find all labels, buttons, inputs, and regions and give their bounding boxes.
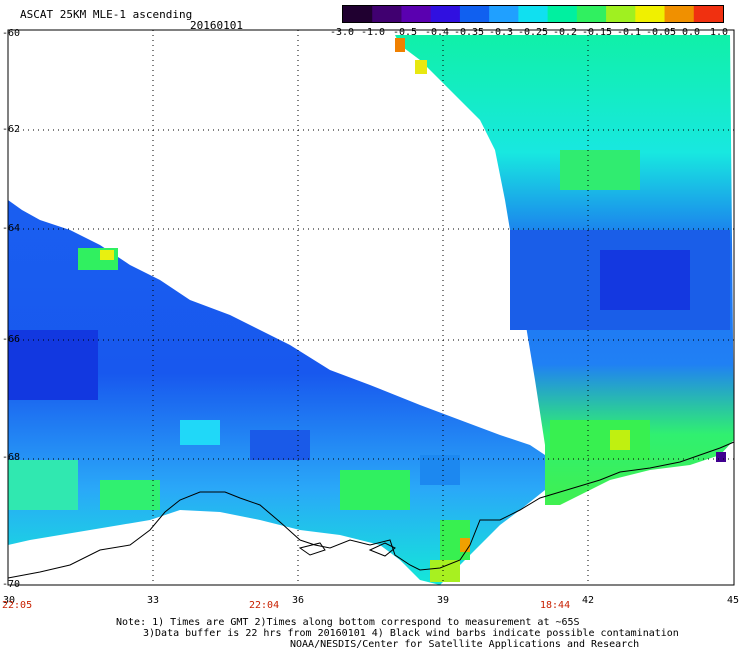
lon-tick-label: 45: [727, 595, 740, 606]
time-label: 18:44: [540, 600, 571, 611]
lon-tick-label: 36: [292, 595, 305, 606]
colorbar-segment: [576, 6, 607, 22]
west-patch: [8, 330, 98, 400]
colorbar-segment: [635, 6, 666, 22]
east-patch: [395, 38, 405, 52]
lon-tick-label: 42: [582, 595, 595, 606]
time-label: 22:05: [2, 600, 33, 611]
west-patch: [100, 480, 160, 510]
west-patch: [100, 250, 114, 260]
colorbar-segment: [459, 6, 490, 22]
east-patch: [415, 60, 427, 74]
west-patch: [340, 470, 410, 510]
colorbar-segment: [547, 6, 578, 22]
map-frame: [7, 29, 735, 586]
lat-tick-label: -64: [2, 223, 21, 234]
lat-lon-grid: [8, 30, 734, 585]
west-patch: [460, 538, 470, 552]
colorbar-label: -0.2: [552, 27, 578, 38]
west-patch: [420, 455, 460, 485]
colorbar-segment: [606, 6, 636, 22]
time-label: 22:04: [249, 600, 280, 611]
lat-tick-label: -68: [2, 452, 21, 463]
colorbar-label: -0.35: [453, 27, 485, 38]
colorbar-frame: [342, 5, 724, 23]
colorbar-label: 1.0: [709, 27, 729, 38]
west-patch: [430, 560, 460, 582]
chart-date: 20160101: [190, 19, 243, 32]
east-patch: [550, 420, 650, 460]
chart-title: ASCAT 25KM MLE-1 ascending: [20, 8, 193, 21]
colorbar-label: -0.15: [581, 27, 613, 38]
coastline-island: [368, 542, 396, 557]
colorbar-segment: [518, 6, 549, 22]
colorbar-label: -3.0: [329, 27, 355, 38]
colorbar-segment: [372, 6, 402, 22]
lat-tick-label: -70: [2, 579, 21, 590]
east-patch: [600, 250, 690, 310]
coastline: [7, 441, 735, 579]
lat-tick-label: -66: [2, 334, 21, 345]
colorbar-segment: [489, 6, 519, 22]
colorbar-label: 0.0: [681, 27, 701, 38]
colorbar-label: -1.0: [360, 27, 386, 38]
east-patch: [716, 452, 726, 462]
colorbar-segment: [401, 6, 432, 22]
note-line: 3)Data buffer is 22 hrs from 20160101 4)…: [143, 628, 679, 639]
lon-tick-label: 39: [437, 595, 450, 606]
colorbar-label: -0.25: [517, 27, 549, 38]
east-patch: [610, 430, 630, 450]
note-line: NOAA/NESDIS/Center for Satellite Applica…: [290, 639, 640, 650]
coastline-island: [298, 542, 326, 556]
colorbar-segment: [343, 6, 373, 22]
colorbar-label: -0.3: [488, 27, 514, 38]
lon-tick-label: 33: [147, 595, 160, 606]
west-patch: [250, 430, 310, 460]
colorbar-label: -0.1: [616, 27, 642, 38]
west-patch: [180, 420, 220, 445]
note-line: Note: 1) Times are GMT 2)Times along bot…: [116, 617, 580, 628]
east-patch: [560, 150, 640, 190]
lat-tick-label: -60: [2, 28, 21, 39]
colorbar-label: -0.5: [392, 27, 418, 38]
lon-tick-label: 30: [3, 595, 16, 606]
west-patch: [8, 460, 78, 510]
colorbar-segment: [430, 6, 461, 22]
colorbar-segment: [664, 6, 695, 22]
colorbar-label: -0.4: [424, 27, 450, 38]
color-scale-bar: [342, 5, 724, 23]
colorbar-label: -0.05: [645, 27, 677, 38]
lat-tick-label: -62: [2, 124, 21, 135]
colorbar-segment: [693, 6, 724, 22]
